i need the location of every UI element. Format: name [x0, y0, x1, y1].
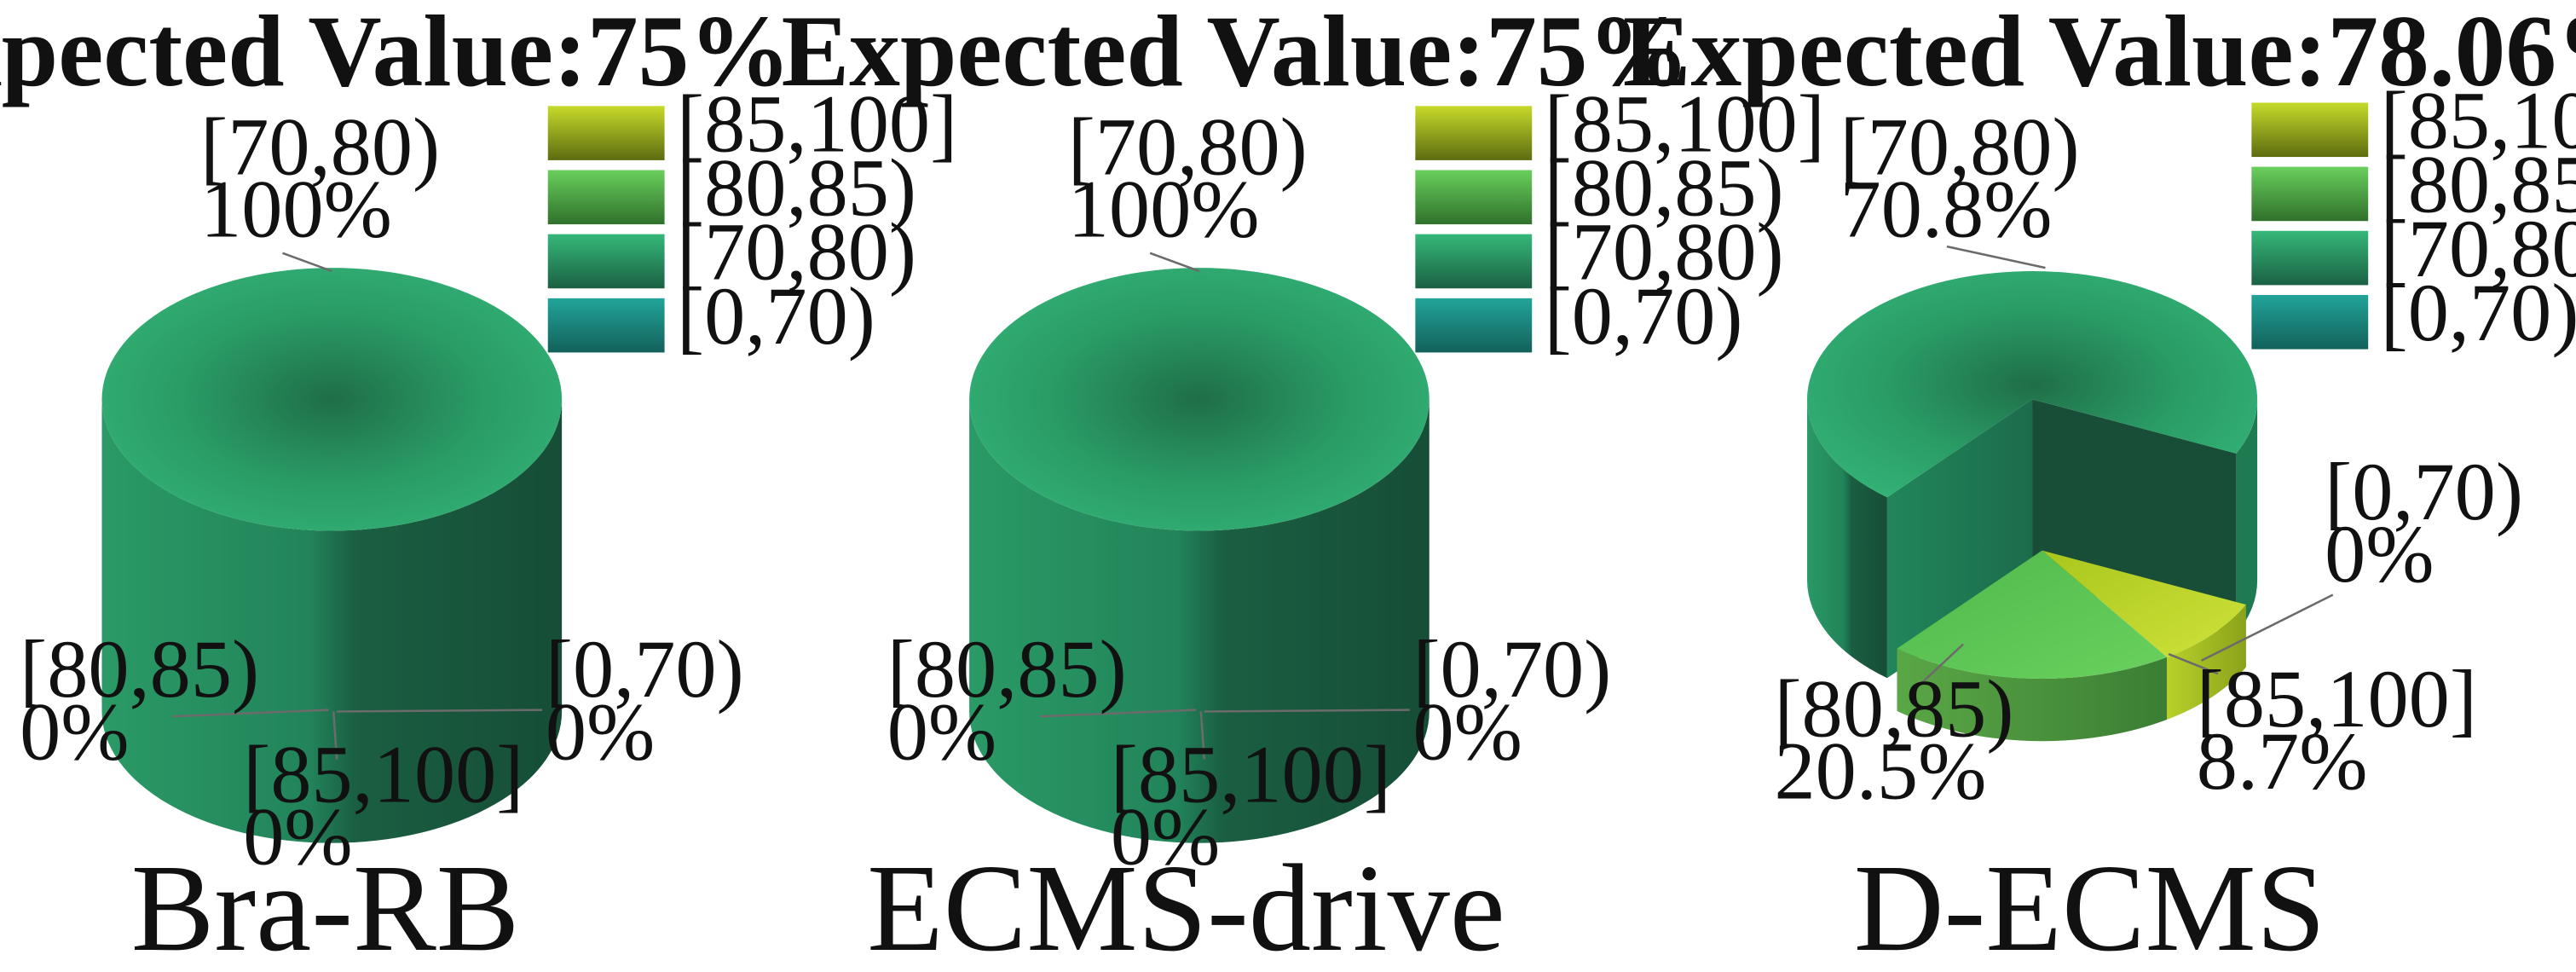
legend-swatch-80-85 — [546, 168, 667, 227]
data-label-category-0-70: [0,70) — [2325, 446, 2523, 537]
legend-label-0-70: [0,70) — [677, 270, 875, 362]
chart-caption: Bra-RB — [131, 838, 520, 968]
chart-title: Expected Value:75% — [782, 0, 1689, 107]
data-label-category-85-100: [85,100] — [2197, 653, 2477, 744]
chart-title: Expected Value:78.06% — [1623, 0, 2576, 107]
legend-label-85-100: [85,100] — [677, 78, 957, 169]
legend-label-85-100: [85,100] — [2381, 74, 2576, 165]
leader-line-80-85 — [172, 709, 329, 718]
chart-caption: D-ECMS — [1854, 838, 2325, 968]
legend-swatch-85-100 — [2250, 101, 2371, 159]
pie-slice-70-80 — [1807, 271, 2258, 498]
pie-side-70-80-right — [2236, 399, 2258, 634]
chart-panel-ECMS-drive: Expected Value:75%[85,100][80,85)[70,80)… — [782, 0, 1825, 972]
pie-wall-70-80-a — [1886, 399, 2033, 679]
legend-label-70-80: [70,80) — [677, 206, 916, 298]
legend-swatch-80-85 — [2250, 165, 2371, 223]
data-label-category-80-85: [80,85) — [1774, 662, 2013, 754]
leader-line-80-85 — [1913, 643, 1964, 691]
data-label-category-70-80: [70,80) — [200, 101, 440, 192]
legend-label-80-85: [80,85) — [1545, 142, 1784, 233]
leader-line-70-80 — [1946, 245, 2046, 269]
data-label-value-80-85: 0% — [20, 686, 129, 777]
data-label-category-0-70: [0,70) — [546, 623, 744, 715]
pie-side-70-80 — [101, 399, 563, 843]
leader-line-0-70 — [2201, 593, 2334, 662]
legend-label-80-85: [80,85) — [2381, 139, 2576, 230]
pie-side-70-80-left — [1807, 399, 1887, 679]
pie-side-80-85 — [1897, 648, 2168, 742]
pie-side-70-80 — [969, 399, 1430, 843]
leader-line-0-70 — [1204, 709, 1410, 713]
data-label-value-70-80: 100% — [200, 164, 392, 255]
leader-line-0-70 — [337, 709, 543, 713]
legend-swatch-0-70 — [546, 296, 667, 355]
pie-slice-70-80 — [969, 268, 1430, 531]
data-label-value-0-70: 0% — [2325, 508, 2434, 599]
leader-line-80-85 — [1039, 709, 1197, 718]
legend-swatch-0-70 — [2250, 293, 2371, 351]
data-label-category-70-80: [70,80) — [1068, 101, 1308, 192]
leader-line-85-100 — [332, 711, 338, 760]
leader-line-70-80 — [1149, 252, 1200, 273]
legend-swatch-85-100 — [1413, 104, 1534, 162]
legend-swatch-0-70 — [1413, 296, 1534, 355]
leader-line-85-100 — [2168, 652, 2219, 675]
data-label-category-0-70: [0,70) — [1412, 623, 1611, 715]
legend-label-80-85: [80,85) — [677, 142, 916, 233]
data-label-category-70-80: [70,80) — [1840, 101, 2080, 192]
legend-label-0-70: [0,70) — [2381, 267, 2576, 358]
legend-label-70-80: [70,80) — [2381, 203, 2576, 294]
legend-swatch-70-80 — [1413, 232, 1534, 291]
leader-line-85-100 — [1199, 711, 1205, 760]
data-label-value-0-70: 0% — [546, 686, 655, 777]
leader-line-70-80 — [282, 252, 332, 273]
legend-swatch-85-100 — [546, 104, 667, 162]
data-label-category-80-85: [80,85) — [20, 623, 259, 715]
pie-side-85-100 — [2167, 605, 2246, 720]
legend-swatch-70-80 — [546, 232, 667, 291]
pie-slice-85-100 — [2042, 550, 2246, 657]
data-label-value-70-80: 100% — [1068, 164, 1260, 255]
data-label-value-85-100: 0% — [243, 791, 352, 882]
data-label-value-80-85: 20.5% — [1774, 726, 1986, 817]
data-label-value-85-100: 0% — [1111, 791, 1220, 882]
legend-swatch-80-85 — [1413, 168, 1534, 227]
data-label-category-80-85: [80,85) — [887, 623, 1127, 715]
chart-title: Expected Value:75% — [0, 0, 791, 107]
chart-panel-Bra-RB: Expected Value:75%[85,100][80,85)[70,80)… — [0, 0, 957, 972]
data-label-category-85-100: [85,100] — [1111, 729, 1391, 820]
pie-slice-70-80 — [101, 268, 563, 531]
legend-swatch-70-80 — [2250, 229, 2371, 287]
chart-panel-D-ECMS: Expected Value:78.06%[85,100][80,85)[70,… — [1623, 0, 2576, 972]
legend-label-85-100: [85,100] — [1545, 78, 1825, 169]
legend-label-0-70: [0,70) — [1545, 270, 1743, 362]
legend-label-70-80: [70,80) — [1545, 206, 1784, 298]
data-label-category-85-100: [85,100] — [243, 729, 523, 820]
data-label-value-80-85: 0% — [887, 686, 996, 777]
data-label-value-70-80: 70.8% — [1840, 164, 2053, 255]
chart-caption: ECMS-drive — [867, 838, 1505, 968]
data-label-value-0-70: 0% — [1412, 686, 1522, 777]
data-label-value-85-100: 8.7% — [2197, 715, 2368, 807]
pie-slice-80-85 — [1897, 550, 2168, 679]
